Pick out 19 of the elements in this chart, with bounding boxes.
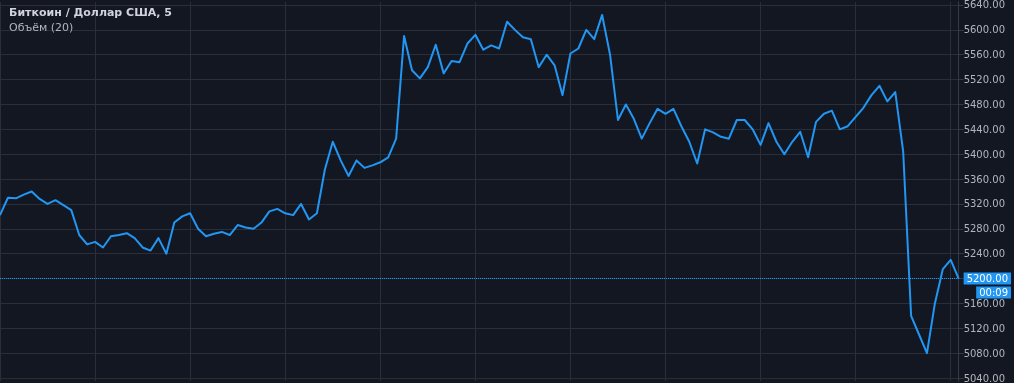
- chart-title: Биткоин / Доллар США, 5: [9, 6, 172, 19]
- y-tick-label: 5600.00: [963, 24, 1006, 36]
- y-tick-label: 5080.00: [963, 347, 1006, 359]
- y-tick-label: 5280.00: [963, 223, 1006, 235]
- y-tick-label: 5440.00: [963, 123, 1006, 135]
- y-tick-label: 5200.00: [966, 273, 1009, 285]
- y-tick-label: 5320.00: [963, 198, 1006, 210]
- text: 00:09: [979, 287, 1009, 299]
- y-tick-label: 5040.00: [963, 372, 1006, 383]
- y-tick-label: 5240.00: [963, 248, 1006, 260]
- y-tick-label: 5120.00: [963, 322, 1006, 334]
- y-tick-label: 5480.00: [963, 98, 1006, 110]
- y-tick-label: 5560.00: [963, 49, 1006, 61]
- y-tick-label: 5640.00: [963, 0, 1006, 11]
- y-tick-label: 5160.00: [963, 297, 1006, 309]
- y-tick-label: 5520.00: [963, 74, 1006, 86]
- y-tick-label: 5400.00: [963, 148, 1006, 160]
- y-tick-label: 5360.00: [963, 173, 1006, 185]
- text: Объём (20): [9, 21, 74, 34]
